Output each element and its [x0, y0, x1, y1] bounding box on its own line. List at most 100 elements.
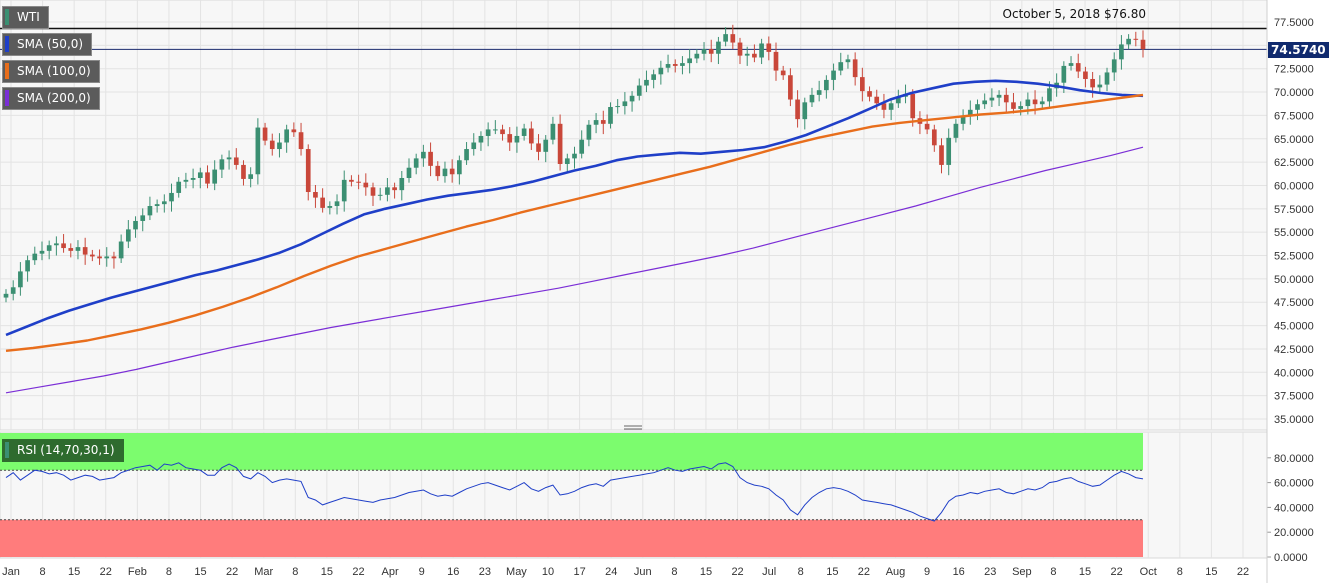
- symbol-label[interactable]: WTI: [2, 6, 49, 29]
- candle-body: [1003, 94, 1009, 103]
- candle-body: [284, 129, 289, 143]
- x-tick-label: Jul: [762, 566, 776, 578]
- rsi-y-tick-label: 80.0000: [1274, 453, 1314, 465]
- candle-body: [1083, 71, 1088, 79]
- candle-body: [687, 58, 692, 64]
- candle-body: [493, 129, 498, 131]
- x-tick-label: 22: [858, 566, 870, 578]
- candle-body: [1104, 72, 1110, 85]
- x-tick-label: 15: [700, 566, 712, 578]
- x-tick-label: 8: [40, 566, 46, 578]
- y-tick-label: 72.5000: [1274, 64, 1314, 76]
- y-tick-label: 35.0000: [1274, 414, 1314, 426]
- candle-body: [82, 247, 88, 255]
- candle-body: [154, 204, 160, 207]
- candle-body: [773, 51, 779, 71]
- x-tick-label: 9: [924, 566, 930, 578]
- candle-body: [176, 181, 182, 193]
- candle-body: [874, 96, 880, 104]
- candle-body: [46, 245, 52, 251]
- candle-body: [953, 123, 959, 138]
- rsi-label[interactable]: RSI (14,70,30,1): [2, 439, 124, 462]
- x-tick-label: 24: [605, 566, 617, 578]
- candle-body: [550, 123, 556, 140]
- rsi-y-tick-label: 0.0000: [1274, 552, 1308, 564]
- candle-body: [975, 104, 980, 110]
- candle-body: [140, 215, 146, 221]
- x-tick-label: 15: [1205, 566, 1217, 578]
- x-tick-label: 23: [479, 566, 491, 578]
- candle-body: [61, 243, 66, 249]
- candle-body: [759, 43, 764, 58]
- candle-body: [507, 134, 513, 143]
- candle-body: [25, 260, 30, 272]
- candle-body: [118, 241, 124, 259]
- candle-body: [737, 42, 743, 56]
- candle-body: [514, 135, 520, 143]
- candle-body: [133, 220, 138, 230]
- candle-body: [802, 102, 808, 120]
- candle-body: [226, 157, 232, 160]
- x-tick-label: 22: [226, 566, 238, 578]
- candle-body: [579, 139, 585, 154]
- y-tick-label: 50.0000: [1274, 274, 1314, 286]
- candle-body: [1119, 44, 1124, 60]
- candle-body: [39, 250, 45, 254]
- candle-body: [54, 243, 59, 246]
- sma100-swatch: [5, 63, 9, 79]
- candle-body: [528, 128, 534, 144]
- candle-body: [277, 142, 282, 150]
- rsi-swatch: [5, 442, 9, 458]
- x-tick-label: 22: [352, 566, 364, 578]
- x-tick-label: 15: [194, 566, 206, 578]
- candle-body: [18, 271, 23, 288]
- y-tick-label: 60.0000: [1274, 180, 1314, 192]
- candle-body: [629, 95, 635, 102]
- y-tick-label: 65.0000: [1274, 134, 1314, 146]
- sma50-label[interactable]: SMA (50,0): [2, 33, 93, 56]
- candle-body: [845, 59, 851, 63]
- candle-body: [1018, 106, 1024, 109]
- x-tick-label: Jun: [634, 566, 652, 578]
- x-tick-label: 23: [984, 566, 996, 578]
- rsi-oversold-zone: [0, 519, 1143, 557]
- candle-body: [752, 53, 757, 58]
- candle-body: [586, 124, 592, 140]
- x-tick-label: 15: [68, 566, 80, 578]
- sma100-label[interactable]: SMA (100,0): [2, 60, 100, 83]
- x-tick-label: 8: [166, 566, 172, 578]
- candle-body: [349, 179, 354, 182]
- candle-body: [32, 253, 38, 261]
- x-tick-label: 16: [953, 566, 965, 578]
- date-price-info: October 5, 2018 $76.80: [1002, 7, 1146, 21]
- candle-body: [241, 164, 246, 179]
- rsi-line: [5, 462, 1144, 522]
- candle-body: [161, 201, 167, 205]
- candle-body: [298, 132, 304, 150]
- rsi-y-tick-label: 40.0000: [1274, 502, 1314, 514]
- sma200-label[interactable]: SMA (200,0): [2, 87, 100, 110]
- candle-body: [881, 103, 887, 110]
- x-tick-label: 15: [826, 566, 838, 578]
- candle-body: [816, 90, 822, 95]
- candle-body: [1061, 65, 1067, 83]
- candle-body: [867, 91, 872, 97]
- candle-body: [680, 63, 685, 66]
- candle-body: [269, 140, 275, 150]
- candle-body: [219, 159, 225, 170]
- candle-body: [1090, 78, 1095, 88]
- candle-body: [248, 174, 254, 179]
- candle-body: [10, 287, 16, 294]
- candle-body: [809, 94, 815, 103]
- x-tick-label: Jan: [2, 566, 20, 578]
- candle-body: [860, 77, 865, 92]
- y-tick-label: 67.5000: [1274, 110, 1314, 122]
- candle-body: [564, 158, 570, 164]
- x-tick-label: 9: [419, 566, 425, 578]
- candle-body: [608, 107, 613, 124]
- candle-body: [672, 64, 678, 66]
- candle-body: [766, 43, 772, 52]
- candle-body: [694, 53, 700, 59]
- candle-body: [1032, 99, 1038, 105]
